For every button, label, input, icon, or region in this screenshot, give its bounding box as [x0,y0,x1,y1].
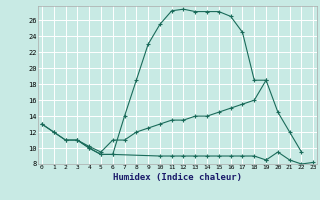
X-axis label: Humidex (Indice chaleur): Humidex (Indice chaleur) [113,173,242,182]
